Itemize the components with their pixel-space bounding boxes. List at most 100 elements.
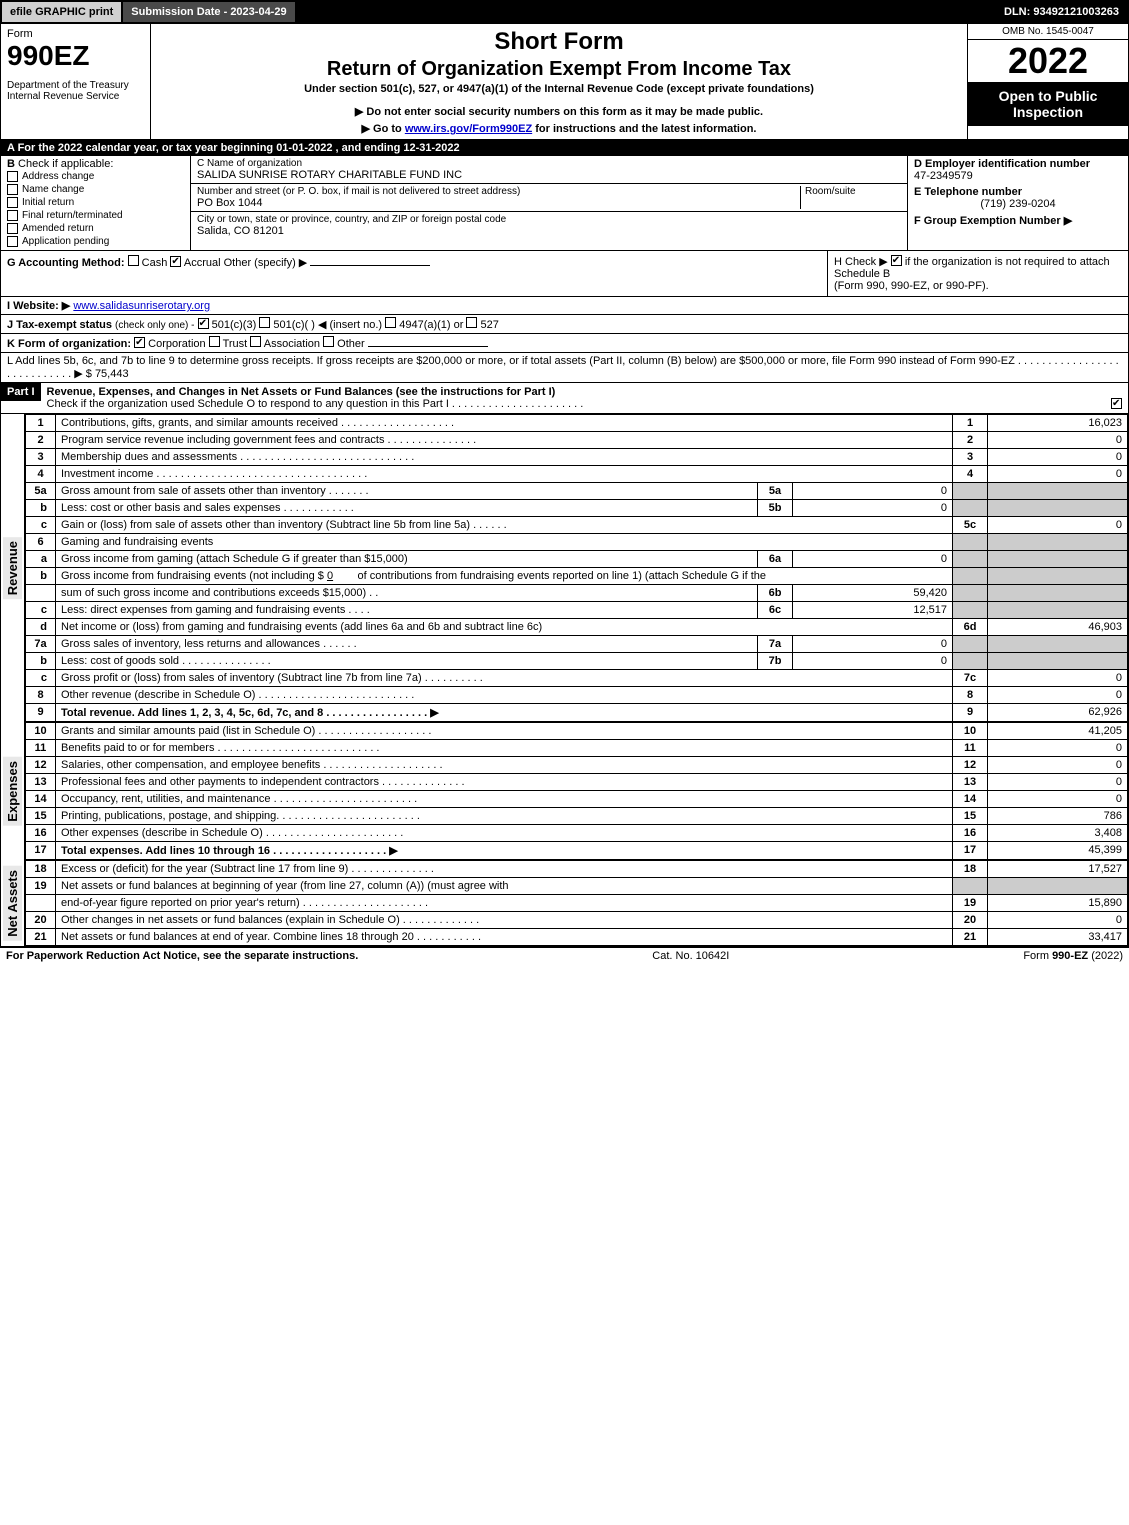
expenses-vert-label: Expenses [3, 757, 22, 826]
checkbox-icon [7, 223, 18, 234]
amt-shaded [988, 653, 1128, 670]
desc: Printing, publications, postage, and shi… [56, 808, 953, 825]
city-label: City or town, state or province, country… [197, 214, 901, 225]
ln: 3 [26, 449, 56, 466]
city-value: Salida, CO 81201 [197, 225, 901, 237]
goto-post: for instructions and the latest informat… [532, 123, 756, 135]
chk-other-org[interactable] [323, 336, 334, 347]
g-cell: G Accounting Method: Cash Accrual Other … [1, 251, 828, 296]
netassets-section: Net Assets 18Excess or (deficit) for the… [0, 860, 1129, 947]
subbox-val: 0 [793, 653, 953, 670]
chk-501c3[interactable] [198, 318, 209, 329]
other-blank[interactable] [310, 265, 430, 266]
netassets-table: 18Excess or (deficit) for the year (Subt… [25, 860, 1128, 946]
part1-header-row: Part I Revenue, Expenses, and Changes in… [0, 383, 1129, 414]
coln-shaded [953, 568, 988, 585]
coln-shaded [953, 602, 988, 619]
subbox-val: 59,420 [793, 585, 953, 602]
street-row: Number and street (or P. O. box, if mail… [191, 184, 907, 212]
irs-link[interactable]: www.irs.gov/Form990EZ [405, 123, 532, 135]
opt-527: 527 [481, 319, 499, 331]
part1-check-text: Check if the organization used Schedule … [47, 398, 584, 410]
subbox-val: 0 [793, 636, 953, 653]
submission-date-label: Submission Date - 2023-04-29 [123, 2, 296, 22]
other-org-blank[interactable] [368, 346, 488, 347]
dln-label: DLN: 93492121003263 [996, 2, 1127, 22]
chk-assoc[interactable] [250, 336, 261, 347]
row-j: J Tax-exempt status (check only one) - 5… [0, 315, 1129, 334]
amt: 0 [988, 791, 1128, 808]
ln: 1 [26, 415, 56, 432]
line-15: 15Printing, publications, postage, and s… [26, 808, 1128, 825]
chk-label: Application pending [22, 236, 109, 247]
chk-h[interactable] [891, 255, 902, 266]
part1-badge: Part I [1, 383, 41, 401]
line-7c: cGross profit or (loss) from sales of in… [26, 670, 1128, 687]
chk-name-change[interactable]: Name change [7, 183, 184, 196]
amt: 33,417 [988, 929, 1128, 946]
form-number: 990EZ [7, 40, 144, 72]
amt-shaded [988, 568, 1128, 585]
efile-print-button[interactable]: efile GRAPHIC print [2, 2, 123, 22]
chk-schedule-o[interactable] [1111, 398, 1122, 409]
coln: 19 [953, 895, 988, 912]
desc: Net assets or fund balances at end of ye… [56, 929, 953, 946]
desc: Contributions, gifts, grants, and simila… [56, 415, 953, 432]
ein-label: D Employer identification number [914, 158, 1122, 170]
footer-right-pre: Form [1023, 950, 1052, 962]
desc: Other revenue (describe in Schedule O) .… [56, 687, 953, 704]
line-19-a: 19Net assets or fund balances at beginni… [26, 878, 1128, 895]
chk-527[interactable] [466, 317, 477, 328]
line-16: 16Other expenses (describe in Schedule O… [26, 825, 1128, 842]
ein-value: 47-2349579 [914, 170, 1122, 182]
expenses-table-col: 10Grants and similar amounts paid (list … [25, 722, 1128, 860]
header-right: OMB No. 1545-0047 2022 Open to Public In… [968, 24, 1128, 139]
l-text: L Add lines 5b, 6c, and 7b to line 9 to … [7, 355, 1119, 380]
i-label: I Website: ▶ [7, 300, 70, 312]
chk-address-change[interactable]: Address change [7, 170, 184, 183]
subbox-label: 7b [758, 653, 793, 670]
desc: Salaries, other compensation, and employ… [56, 757, 953, 774]
chk-initial-return[interactable]: Initial return [7, 196, 184, 209]
b-label: B [7, 158, 15, 170]
amt: 0 [988, 740, 1128, 757]
line-6: 6Gaming and fundraising events [26, 534, 1128, 551]
coln-shaded [953, 585, 988, 602]
ln: 21 [26, 929, 56, 946]
amt: 16,023 [988, 415, 1128, 432]
group-exemption-label: F Group Exemption Number ▶ [914, 214, 1122, 227]
coln: 16 [953, 825, 988, 842]
chk-trust[interactable] [209, 336, 220, 347]
chk-amended-return[interactable]: Amended return [7, 222, 184, 235]
ln [26, 585, 56, 602]
ln: 9 [26, 704, 56, 722]
amt-shaded [988, 551, 1128, 568]
row-a: A For the 2022 calendar year, or tax yea… [0, 140, 1129, 156]
chk-cash[interactable] [128, 255, 139, 266]
checkbox-icon [7, 184, 18, 195]
chk-final-return[interactable]: Final return/terminated [7, 209, 184, 222]
subbox-label: 7a [758, 636, 793, 653]
revenue-section: Revenue 1Contributions, gifts, grants, a… [0, 414, 1129, 722]
amt: 62,926 [988, 704, 1128, 722]
tax-year: 2022 [968, 40, 1128, 82]
coln: 14 [953, 791, 988, 808]
desc: sum of such gross income and contributio… [56, 585, 758, 602]
amt-shaded [988, 483, 1128, 500]
j-label: J Tax-exempt status [7, 319, 112, 331]
line-6c: cLess: direct expenses from gaming and f… [26, 602, 1128, 619]
opt-corp: Corporation [148, 338, 205, 350]
coln-shaded [953, 551, 988, 568]
chk-501c[interactable] [259, 317, 270, 328]
chk-accrual[interactable] [170, 256, 181, 267]
website-link[interactable]: www.salidasunriserotary.org [73, 300, 210, 312]
coln-shaded [953, 500, 988, 517]
chk-application-pending[interactable]: Application pending [7, 235, 184, 248]
part1-title-wrap: Revenue, Expenses, and Changes in Net As… [41, 383, 1128, 413]
subbox-val: 0 [793, 483, 953, 500]
desc: Net assets or fund balances at beginning… [56, 878, 953, 895]
desc: Gaming and fundraising events [56, 534, 953, 551]
chk-corp[interactable] [134, 337, 145, 348]
coln: 21 [953, 929, 988, 946]
chk-4947[interactable] [385, 317, 396, 328]
